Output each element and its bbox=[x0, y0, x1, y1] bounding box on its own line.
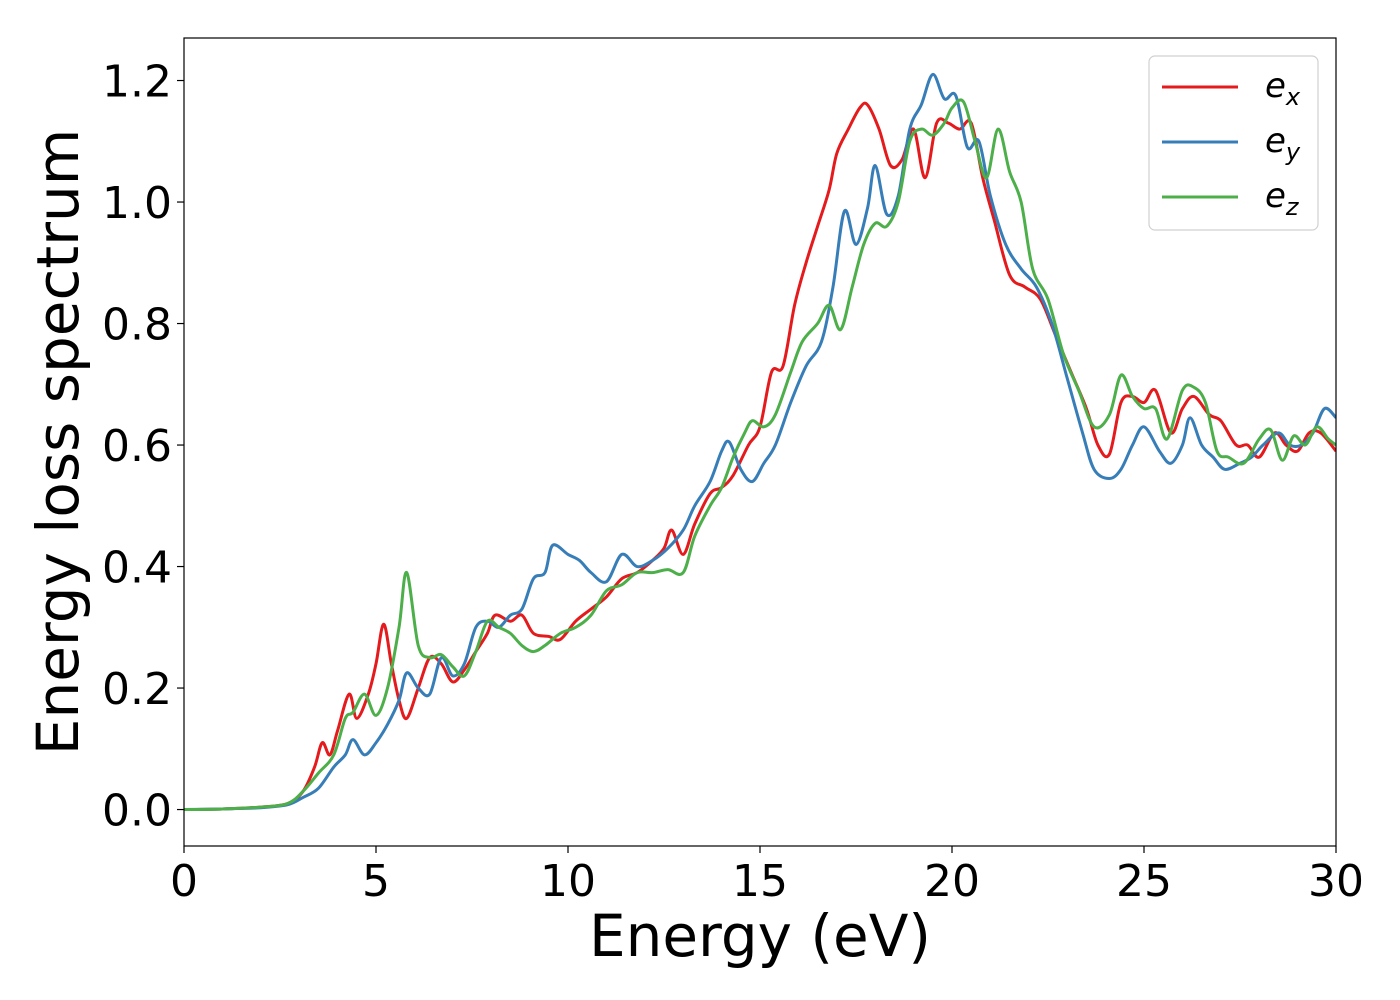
legend-label-base: e bbox=[1265, 121, 1286, 161]
legend-label: ex bbox=[1265, 66, 1301, 111]
legend-label-base: e bbox=[1265, 176, 1286, 216]
x-axis: 0 5 10 15 20 25 30 bbox=[170, 846, 1364, 907]
series-line-e-z bbox=[184, 98, 1336, 812]
y-axis-title: Energy loss spectrum bbox=[24, 129, 92, 755]
series-line-e-y bbox=[184, 72, 1336, 812]
y-tick-label: 0.8 bbox=[102, 300, 172, 351]
x-tick-label: 0 bbox=[170, 856, 198, 907]
y-tick-label: 0.4 bbox=[102, 543, 172, 594]
x-tick-label: 15 bbox=[732, 856, 788, 907]
y-axis: 0.0 0.2 0.4 0.6 0.8 1.0 1.2 bbox=[102, 57, 184, 837]
legend-label: ey bbox=[1265, 121, 1301, 166]
y-tick-label: 1.0 bbox=[102, 178, 172, 229]
legend-label-subscript: y bbox=[1285, 138, 1301, 166]
legend-label-base: e bbox=[1265, 66, 1286, 106]
x-axis-title: Energy (eV) bbox=[589, 902, 931, 970]
x-tick-label: 20 bbox=[924, 856, 980, 907]
x-tick-label: 5 bbox=[362, 856, 390, 907]
y-tick-label: 0.0 bbox=[102, 786, 172, 837]
y-tick-label: 0.6 bbox=[102, 421, 172, 472]
y-tick-label: 1.2 bbox=[102, 57, 172, 108]
legend-label-subscript: z bbox=[1285, 193, 1300, 221]
x-tick-label: 25 bbox=[1116, 856, 1172, 907]
series-layer bbox=[184, 72, 1336, 812]
x-tick-label: 30 bbox=[1308, 856, 1364, 907]
y-tick-label: 0.2 bbox=[102, 664, 172, 715]
legend-label: ez bbox=[1265, 176, 1300, 221]
x-tick-label: 10 bbox=[540, 856, 596, 907]
legend-label-subscript: x bbox=[1285, 83, 1301, 111]
